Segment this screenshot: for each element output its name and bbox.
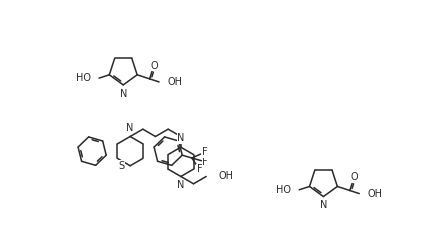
Text: N: N <box>177 133 184 143</box>
Text: OH: OH <box>218 171 233 181</box>
Text: N: N <box>126 123 134 133</box>
Text: HO: HO <box>276 185 290 195</box>
Text: N: N <box>119 89 127 99</box>
Text: S: S <box>118 161 125 171</box>
Text: O: O <box>150 61 157 71</box>
Text: N: N <box>319 200 326 210</box>
Text: F: F <box>202 157 207 167</box>
Text: N: N <box>177 180 184 190</box>
Text: O: O <box>349 172 357 182</box>
Text: OH: OH <box>367 189 381 199</box>
Text: F: F <box>196 165 202 174</box>
Text: F: F <box>201 147 207 157</box>
Text: OH: OH <box>167 77 182 87</box>
Text: HO: HO <box>76 73 91 83</box>
